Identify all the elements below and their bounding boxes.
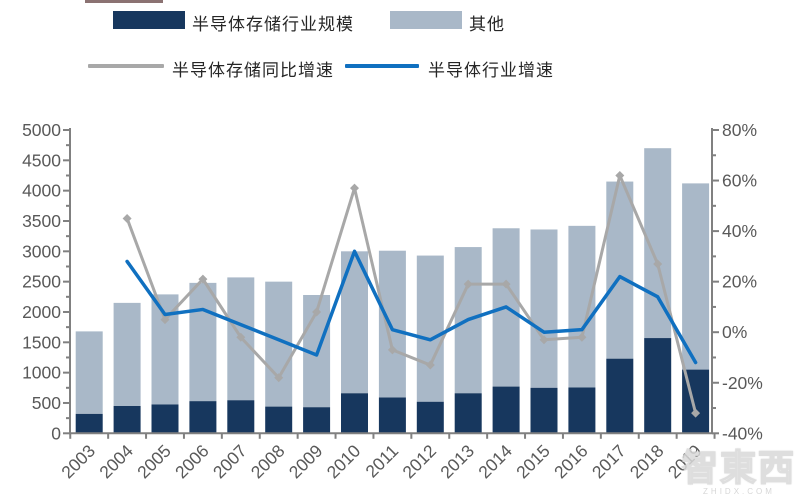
left-axis-label-1500: 1500	[22, 332, 61, 352]
left-axis-label-4000: 4000	[22, 181, 61, 201]
bars-group	[75, 148, 710, 434]
diamond-marker	[198, 274, 208, 284]
x-axis-label-2013: 2013	[436, 441, 478, 483]
bar-other-2012	[416, 255, 444, 402]
diamond-marker	[463, 279, 473, 289]
left-axis-label-3000: 3000	[22, 241, 61, 261]
bar-memory-2007	[227, 400, 255, 434]
x-axis-label-2014: 2014	[474, 441, 516, 483]
x-axis-label-2003: 2003	[57, 441, 99, 483]
x-axis-label-2006: 2006	[171, 441, 213, 483]
bar-other-2019	[682, 183, 710, 370]
bar-memory-2006	[189, 401, 217, 434]
diamond-marker	[274, 373, 284, 383]
left-axis-label-3500: 3500	[22, 211, 61, 231]
left-axis-label-2000: 2000	[22, 302, 61, 322]
diamond-marker	[312, 307, 322, 317]
bar-other-2003	[75, 331, 103, 414]
diamond-marker	[653, 259, 663, 269]
diamond-marker	[387, 345, 397, 355]
x-axis-label-2010: 2010	[323, 441, 365, 483]
right-axis-label--40%: -40%	[722, 423, 763, 443]
left-axis-label-4500: 4500	[22, 150, 61, 170]
left-axis-label-0: 0	[51, 423, 61, 443]
bar-memory-2013	[454, 393, 482, 434]
bar-other-2011	[378, 250, 406, 398]
bar-memory-2005	[151, 404, 179, 434]
legend-swatch-other-bar	[390, 11, 462, 29]
bar-other-2006	[189, 282, 217, 402]
x-axis-label-2005: 2005	[133, 441, 175, 483]
left-axis-label-2500: 2500	[22, 272, 61, 292]
diamond-marker	[691, 408, 701, 418]
bar-memory-2004	[113, 406, 141, 434]
bar-other-2017	[606, 181, 634, 359]
x-axis-label-2012: 2012	[398, 441, 440, 483]
diamond-marker	[539, 335, 549, 345]
diamond-marker	[501, 279, 511, 289]
left-axis-label-500: 500	[32, 393, 61, 413]
right-axis-label-80%: 80%	[722, 120, 757, 140]
bar-other-2016	[568, 225, 596, 388]
diamond-marker	[350, 183, 359, 193]
right-axis-label-40%: 40%	[722, 221, 757, 241]
legend-label-semi-growth: 半导体行业增速	[428, 61, 554, 80]
bar-memory-2015	[530, 387, 558, 434]
x-axis-label-2017: 2017	[588, 441, 630, 483]
diamond-marker	[236, 332, 246, 342]
diamond-marker	[577, 332, 587, 342]
legend-line-semi-growth	[345, 64, 419, 68]
bar-memory-2011	[378, 397, 406, 434]
x-axis-label-2009: 2009	[285, 441, 327, 483]
bar-memory-2012	[416, 401, 444, 434]
right-axis-label-0%: 0%	[722, 322, 747, 342]
legend-label-memory-bar: 半导体存储行业规模	[192, 15, 354, 34]
left-axis-label-5000: 5000	[22, 120, 61, 140]
x-axis-label-2007: 2007	[209, 441, 251, 483]
bar-memory-2014	[492, 386, 520, 434]
bar-other-2004	[113, 302, 141, 407]
x-axis-label-2004: 2004	[95, 441, 137, 483]
legend-line-memory-growth	[88, 64, 164, 68]
semi-growth-line	[125, 249, 698, 365]
right-axis-label--20%: -20%	[722, 373, 763, 393]
left-axis-label-1000: 1000	[22, 363, 61, 383]
diamond-marker	[615, 170, 625, 180]
bar-memory-2016	[568, 387, 596, 434]
bar-memory-2003	[75, 413, 103, 434]
diamond-marker	[425, 360, 435, 370]
x-axis-label-2019: 2019	[664, 441, 706, 483]
diamond-marker	[160, 315, 170, 325]
right-axis-label-60%: 60%	[722, 171, 757, 191]
bar-memory-2009	[303, 407, 331, 434]
legend-label-other-bar: 其他	[469, 15, 505, 34]
x-axis-label-2008: 2008	[247, 441, 289, 483]
memory-growth-line	[122, 170, 701, 418]
bar-other-2015	[530, 229, 558, 388]
bar-memory-2008	[265, 406, 293, 434]
cropped-text-sliver	[85, 0, 163, 3]
x-axis-label-2011: 2011	[361, 441, 402, 482]
right-axis-label-20%: 20%	[722, 272, 757, 292]
x-axis-label-2016: 2016	[550, 441, 592, 483]
x-axis-label-2015: 2015	[512, 441, 554, 483]
legend-label-memory-growth: 半导体存储同比增速	[172, 61, 334, 80]
x-axis-label-2018: 2018	[626, 441, 668, 483]
bar-memory-2010	[341, 393, 368, 434]
bar-memory-2018	[644, 338, 672, 434]
legend-swatch-memory-bar	[113, 11, 185, 29]
diamond-marker	[122, 213, 132, 223]
bar-memory-2017	[606, 358, 634, 434]
